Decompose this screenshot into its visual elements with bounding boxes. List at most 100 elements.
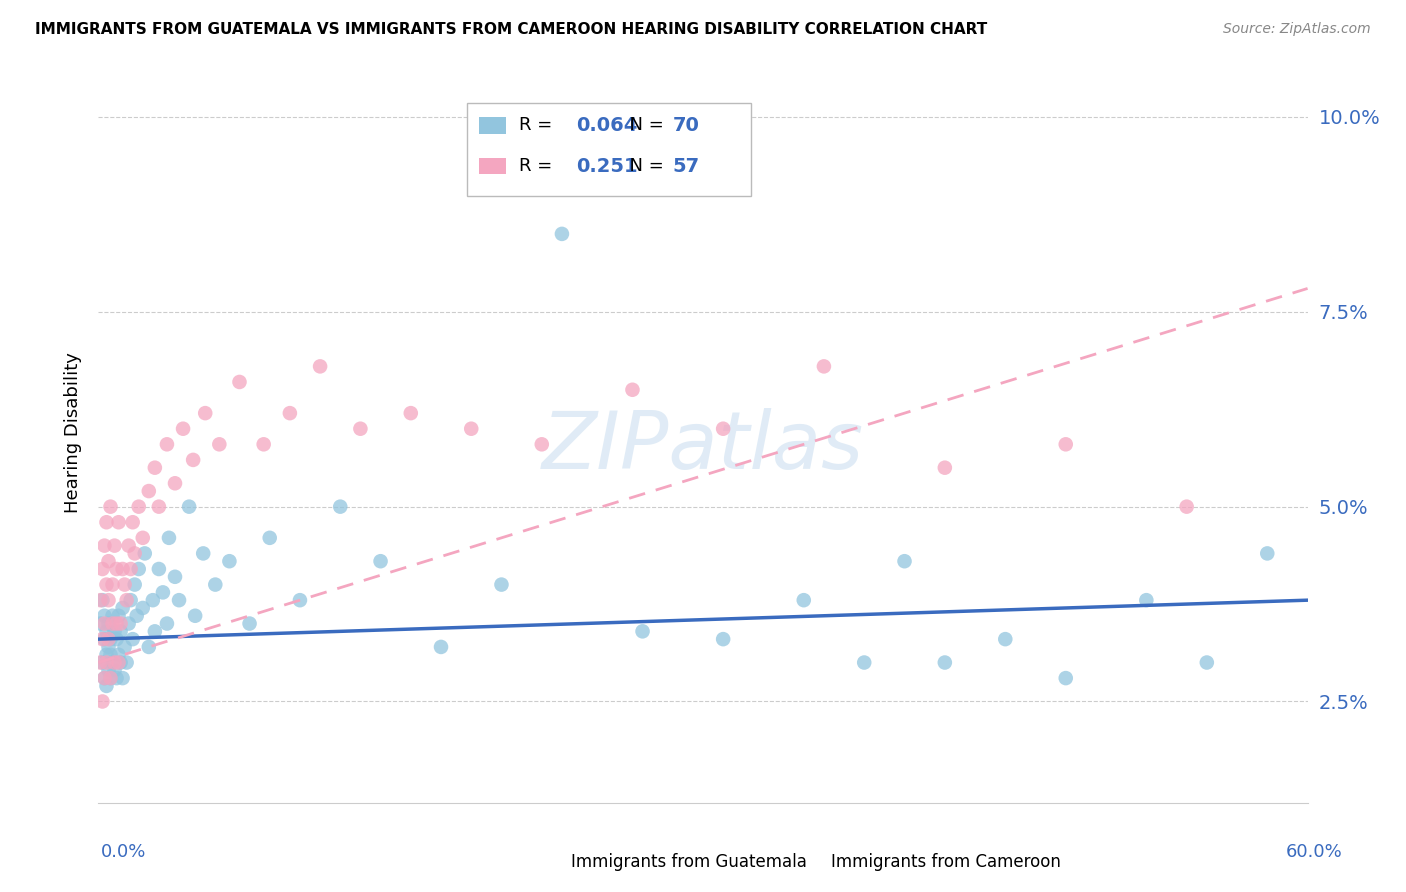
- Point: [1175, 500, 1198, 514]
- Point: [89, 593, 111, 607]
- Text: 70: 70: [672, 116, 700, 135]
- Point: [107, 656, 129, 670]
- Point: [460, 422, 482, 436]
- Point: [259, 531, 281, 545]
- Point: [115, 593, 138, 607]
- Point: [128, 562, 150, 576]
- Point: [430, 640, 453, 654]
- Text: ZIPatlas: ZIPatlas: [541, 409, 865, 486]
- Point: [101, 616, 124, 631]
- Point: [100, 500, 122, 514]
- Bar: [479, 117, 506, 134]
- Point: [107, 515, 129, 529]
- Point: [107, 608, 129, 623]
- Point: [163, 570, 186, 584]
- Text: IMMIGRANTS FROM GUATEMALA VS IMMIGRANTS FROM CAMEROON HEARING DISABILITY CORRELA: IMMIGRANTS FROM GUATEMALA VS IMMIGRANTS …: [35, 22, 987, 37]
- Point: [103, 539, 125, 553]
- Point: [114, 577, 136, 591]
- Point: [97, 640, 120, 654]
- Point: [93, 632, 115, 647]
- Point: [93, 616, 115, 631]
- Text: 0.064: 0.064: [576, 116, 637, 135]
- Point: [152, 585, 174, 599]
- Point: [96, 679, 118, 693]
- Point: [121, 632, 143, 647]
- Point: [163, 476, 186, 491]
- Point: [239, 616, 262, 631]
- Point: [111, 671, 134, 685]
- Text: Immigrants from Guatemala: Immigrants from Guatemala: [571, 853, 807, 871]
- Point: [105, 671, 128, 685]
- Point: [142, 593, 165, 607]
- Point: [934, 656, 956, 670]
- Point: [110, 624, 132, 639]
- Point: [278, 406, 301, 420]
- Point: [100, 671, 122, 685]
- Point: [101, 656, 124, 670]
- Point: [115, 656, 138, 670]
- Point: [89, 656, 111, 670]
- Point: [97, 554, 120, 568]
- Point: [893, 554, 915, 568]
- Point: [399, 406, 422, 420]
- Point: [218, 554, 240, 568]
- Text: 0.251: 0.251: [576, 157, 638, 176]
- Point: [96, 624, 118, 639]
- Point: [103, 624, 125, 639]
- Point: [97, 663, 120, 677]
- Bar: [534, 856, 565, 871]
- Point: [132, 531, 155, 545]
- Point: [107, 648, 129, 662]
- Point: [228, 375, 250, 389]
- Text: Immigrants from Cameroon: Immigrants from Cameroon: [831, 853, 1060, 871]
- Text: N =: N =: [619, 157, 669, 175]
- Point: [934, 460, 956, 475]
- Point: [120, 593, 142, 607]
- Point: [91, 593, 114, 607]
- Point: [138, 484, 160, 499]
- Point: [89, 616, 111, 631]
- Point: [329, 500, 352, 514]
- Point: [110, 656, 132, 670]
- Point: [100, 671, 122, 685]
- Point: [134, 546, 156, 560]
- Point: [167, 593, 190, 607]
- Point: [172, 422, 194, 436]
- Point: [551, 227, 574, 241]
- Point: [111, 562, 134, 576]
- Text: R =: R =: [519, 116, 558, 135]
- Point: [711, 632, 734, 647]
- Point: [157, 531, 180, 545]
- Point: [121, 515, 143, 529]
- Point: [118, 616, 141, 631]
- Point: [179, 500, 201, 514]
- Point: [124, 546, 146, 560]
- Point: [132, 601, 155, 615]
- Point: [138, 640, 160, 654]
- Point: [1256, 546, 1278, 560]
- Point: [128, 500, 150, 514]
- Point: [530, 437, 553, 451]
- Point: [96, 577, 118, 591]
- Point: [114, 640, 136, 654]
- Point: [349, 422, 371, 436]
- Point: [120, 562, 142, 576]
- Point: [93, 608, 115, 623]
- Point: [111, 601, 134, 615]
- Point: [93, 671, 115, 685]
- Point: [181, 453, 204, 467]
- Point: [156, 616, 179, 631]
- Point: [100, 632, 122, 647]
- FancyBboxPatch shape: [467, 103, 751, 195]
- Point: [105, 562, 128, 576]
- Y-axis label: Hearing Disability: Hearing Disability: [63, 352, 82, 513]
- Text: R =: R =: [519, 157, 558, 175]
- Point: [118, 539, 141, 553]
- Point: [93, 539, 115, 553]
- Point: [125, 608, 148, 623]
- Point: [101, 577, 124, 591]
- Point: [1054, 437, 1077, 451]
- Point: [994, 632, 1017, 647]
- Point: [621, 383, 644, 397]
- Point: [491, 577, 513, 591]
